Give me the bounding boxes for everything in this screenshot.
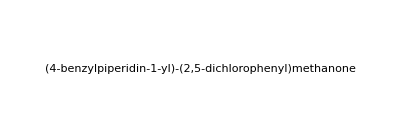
Text: (4-benzylpiperidin-1-yl)-(2,5-dichlorophenyl)methanone: (4-benzylpiperidin-1-yl)-(2,5-dichloroph… <box>44 64 356 74</box>
